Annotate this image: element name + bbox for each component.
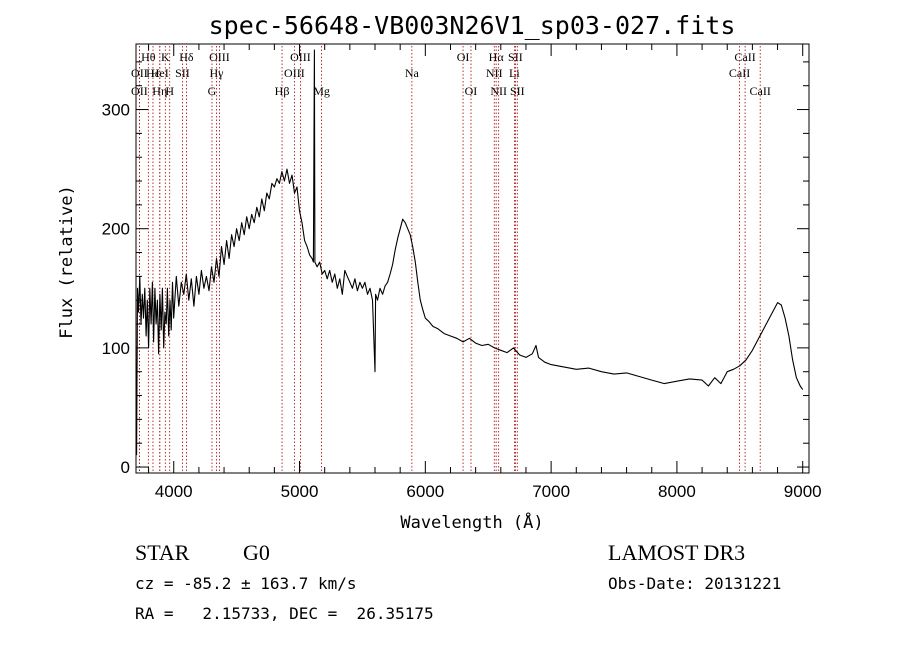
line-marker-label: OII bbox=[131, 84, 148, 98]
x-tick-label: 4000 bbox=[155, 482, 193, 501]
line-marker-label: Hθ bbox=[141, 50, 156, 64]
x-tick-label: 5000 bbox=[281, 482, 319, 501]
line-marker-label: CaII bbox=[729, 66, 750, 80]
x-tick-label: 6000 bbox=[406, 482, 444, 501]
line-marker-label: CaII bbox=[734, 50, 755, 64]
line-marker-label: NII bbox=[490, 84, 507, 98]
line-marker-label: SII bbox=[510, 84, 525, 98]
line-marker-label: Hη bbox=[152, 84, 167, 98]
x-axis-label: Wavelength (Å) bbox=[400, 511, 543, 533]
line-marker-label: Hγ bbox=[210, 66, 225, 80]
y-axis-label: Flux (relative) bbox=[57, 185, 77, 339]
line-marker-label: Mg bbox=[313, 84, 330, 98]
line-marker-label: OI bbox=[457, 50, 470, 64]
redshift-text: cz = -85.2 ± 163.7 km/s bbox=[135, 574, 357, 593]
coordinates: RA = 2.15733, DEC = 26.35175 bbox=[135, 604, 434, 623]
obs-date: Obs-Date: 20131221 bbox=[608, 574, 782, 593]
line-marker-label: H bbox=[165, 84, 174, 98]
plot-area bbox=[135, 43, 810, 474]
object-subclass: G0 bbox=[243, 540, 270, 565]
line-marker-label: OII bbox=[131, 66, 148, 80]
survey-name: LAMOST DR3 bbox=[608, 540, 746, 565]
y-tick-label: 300 bbox=[102, 101, 130, 120]
line-marker-label: G bbox=[208, 84, 217, 98]
x-tick-label: 8000 bbox=[658, 482, 696, 501]
object-class: STAR bbox=[135, 540, 190, 565]
line-marker-label: Hε bbox=[146, 66, 160, 80]
line-marker-label: SII bbox=[175, 66, 190, 80]
line-marker-label: K bbox=[161, 50, 170, 64]
y-tick-label: 100 bbox=[102, 339, 130, 358]
axes-frame bbox=[135, 43, 810, 474]
line-marker-label: Li bbox=[509, 66, 520, 80]
line-marker-label: Hβ bbox=[275, 84, 290, 98]
x-tick-label: 9000 bbox=[784, 482, 822, 501]
axis-ticks: 4000 5000 6000 7000 8000 9000 0 100 200 300 bbox=[102, 44, 822, 501]
line-marker-label: CaII bbox=[750, 84, 771, 98]
line-marker-label: OIII bbox=[284, 66, 305, 80]
line-marker-label: SII bbox=[508, 50, 523, 64]
y-tick-label: 200 bbox=[102, 220, 130, 239]
chart-title: spec-56648-VB003N26V1_sp03-027.fits bbox=[209, 11, 736, 40]
x-tick-label: 7000 bbox=[532, 482, 570, 501]
y-tick-label: 0 bbox=[121, 458, 130, 477]
line-marker-label: Hα bbox=[489, 50, 505, 64]
line-marker-label: Hδ bbox=[179, 50, 194, 64]
spectrum-series-0 bbox=[136, 49, 804, 456]
line-marker-label: HeI bbox=[151, 66, 169, 80]
line-marker-label: OIII bbox=[290, 50, 311, 64]
line-marker-label: NII bbox=[486, 66, 503, 80]
line-marker-label: OIII bbox=[209, 50, 230, 64]
line-marker-label: OI bbox=[465, 84, 478, 98]
line-marker-label: Na bbox=[405, 66, 420, 80]
